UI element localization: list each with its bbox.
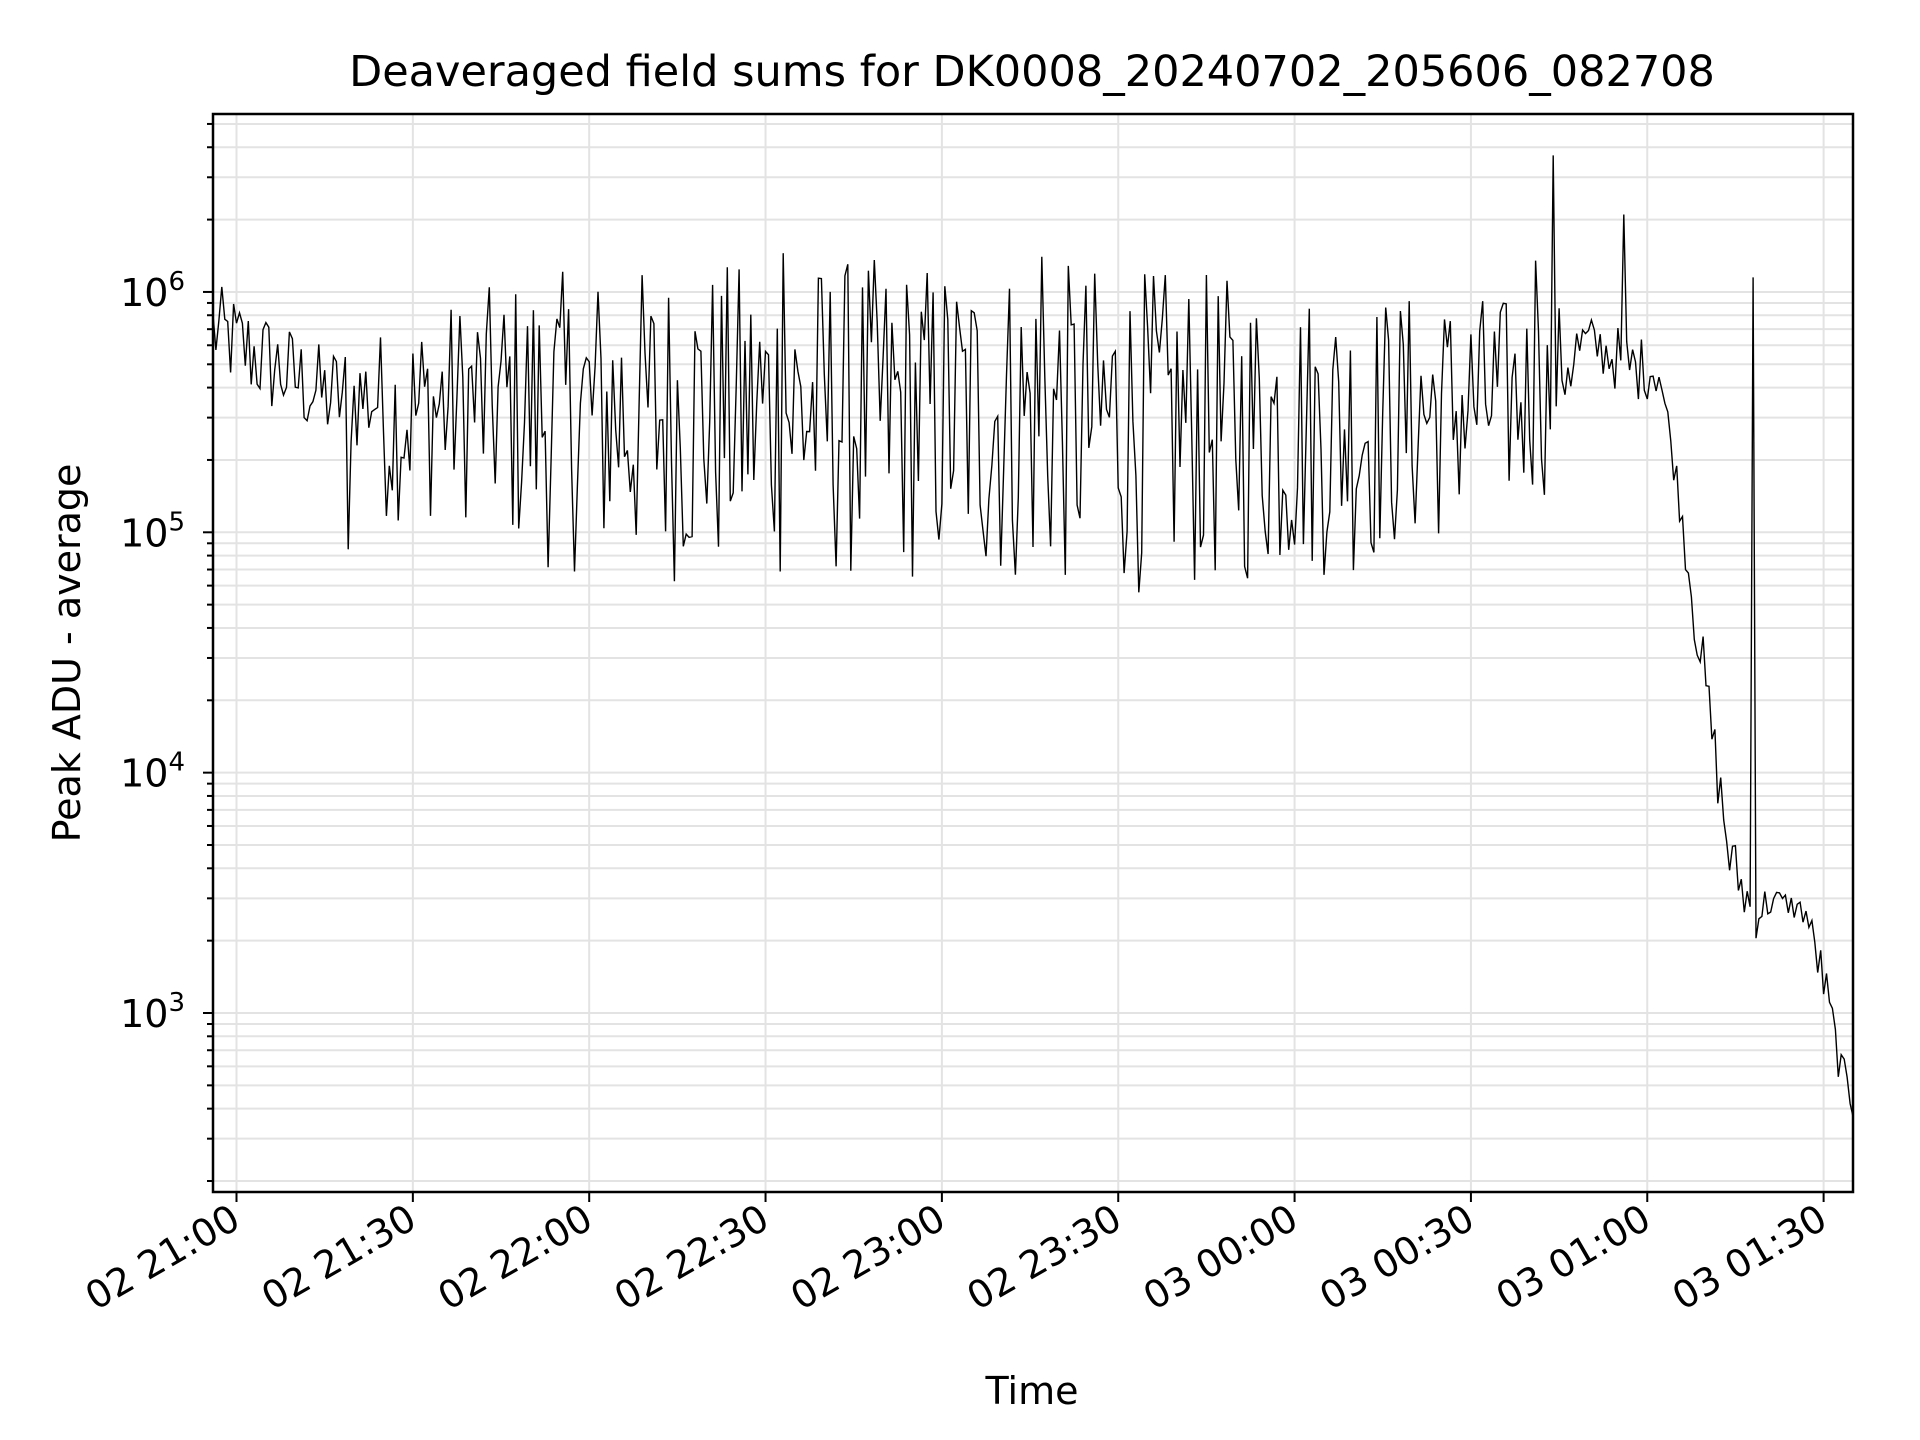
series-line bbox=[212, 155, 1854, 1117]
y-tick-label: 104 bbox=[120, 748, 185, 796]
y-axis: 103 104 105 106 bbox=[120, 122, 213, 1183]
series-group bbox=[212, 155, 1854, 1117]
chart-title: Deaveraged field sums for DK0008_2024070… bbox=[349, 47, 1715, 97]
y-tick-label: 103 bbox=[120, 988, 185, 1036]
y-axis-label: Peak ADU - average bbox=[45, 464, 89, 843]
y-tick-label: 106 bbox=[120, 267, 185, 315]
x-axis-label: Time bbox=[985, 1369, 1079, 1413]
plot-frame bbox=[211, 112, 1855, 1194]
grid bbox=[213, 114, 1853, 1192]
y-tick-label: 105 bbox=[120, 507, 185, 555]
